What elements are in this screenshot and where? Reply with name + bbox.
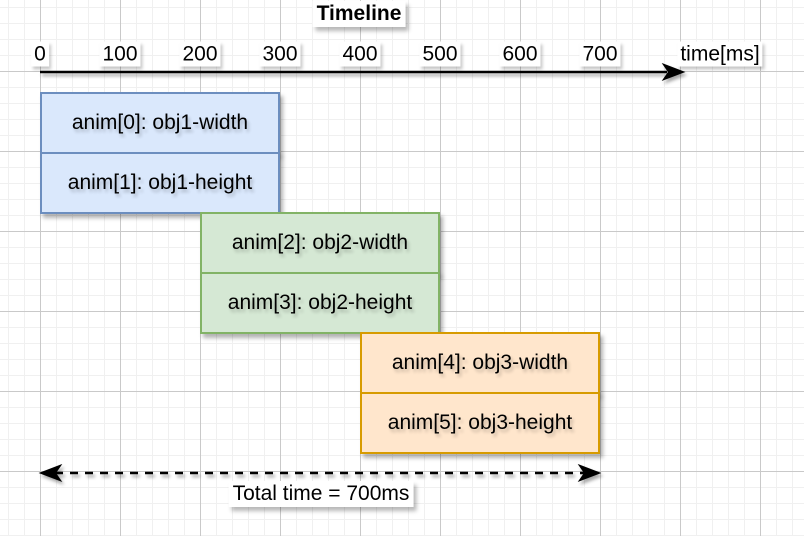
anim-bar-5: anim[5]: obj3-height [360,392,600,454]
axis-tick-400: 400 [339,41,381,67]
total-time-label: Total time = 700ms [228,481,414,507]
axis-tick-600: 600 [499,41,541,67]
axis-tick-200: 200 [179,41,221,67]
total-time-double-arrow [38,463,602,483]
axis-tick-500: 500 [419,41,461,67]
diagram-title: Timeline [312,1,406,27]
axis-tick-700: 700 [579,41,621,67]
axis-unit-label: time[ms] [677,41,763,67]
anim-bar-2: anim[2]: obj2-width [200,212,440,274]
time-axis-arrow [40,62,686,82]
anim-bar-1: anim[1]: obj1-height [40,152,280,214]
axis-tick-0: 0 [31,41,49,67]
anim-bar-0: anim[0]: obj1-width [40,92,280,154]
axis-tick-100: 100 [99,41,141,67]
anim-bar-4: anim[4]: obj3-width [360,332,600,394]
axis-tick-300: 300 [259,41,301,67]
anim-bar-3: anim[3]: obj2-height [200,272,440,334]
